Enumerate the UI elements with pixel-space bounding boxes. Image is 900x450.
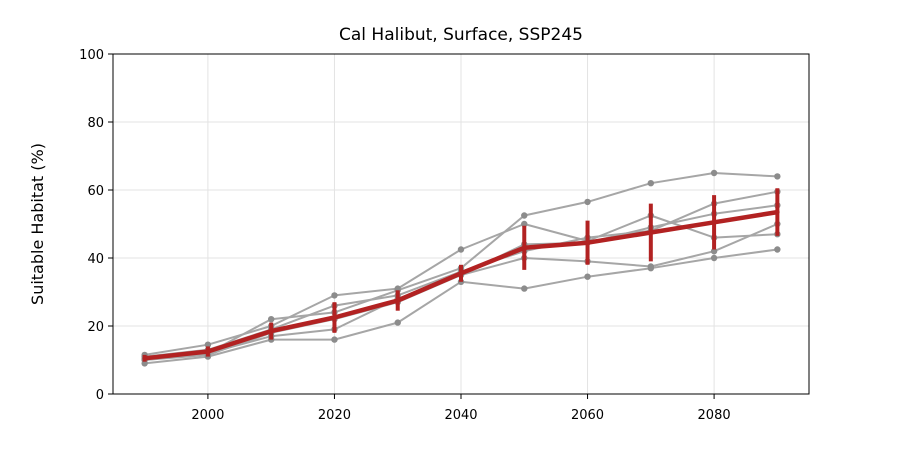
y-tick-label: 40: [87, 252, 104, 267]
x-axis: 2000 2020 2040 2060 2080: [191, 394, 731, 423]
mean-series: [142, 188, 780, 362]
chart-title: Cal Halibut, Surface, SSP245: [339, 25, 583, 45]
member-point: [774, 173, 781, 180]
member-point: [584, 273, 591, 280]
member-point: [647, 180, 655, 187]
x-tick-label: 2020: [318, 408, 351, 423]
member-point: [710, 254, 718, 262]
member-point: [331, 292, 338, 299]
member-point: [774, 246, 781, 253]
y-axis: 0 20 40 60 80 100: [79, 48, 113, 403]
y-tick-label: 80: [87, 116, 104, 131]
y-tick-label: 60: [87, 184, 104, 199]
mean-line: [142, 209, 780, 361]
member-point: [647, 263, 655, 270]
member-point: [457, 246, 465, 253]
y-tick-label: 20: [87, 320, 104, 335]
x-tick-label: 2060: [571, 408, 604, 423]
x-tick-label: 2080: [698, 408, 731, 423]
member-point: [204, 341, 212, 348]
member-point: [521, 285, 528, 292]
member-point: [521, 220, 528, 228]
member-point: [710, 169, 718, 177]
member-point: [394, 319, 401, 326]
member-point: [331, 336, 338, 343]
y-tick-label: 0: [96, 388, 104, 403]
member-point: [267, 316, 275, 323]
x-tick-label: 2000: [191, 408, 224, 423]
member-point: [584, 198, 591, 206]
member-point: [521, 212, 528, 219]
member-point: [710, 248, 718, 255]
y-axis-label: Suitable Habitat (%): [28, 143, 47, 305]
x-tick-label: 2040: [444, 408, 477, 423]
y-tick-label: 100: [79, 48, 104, 63]
